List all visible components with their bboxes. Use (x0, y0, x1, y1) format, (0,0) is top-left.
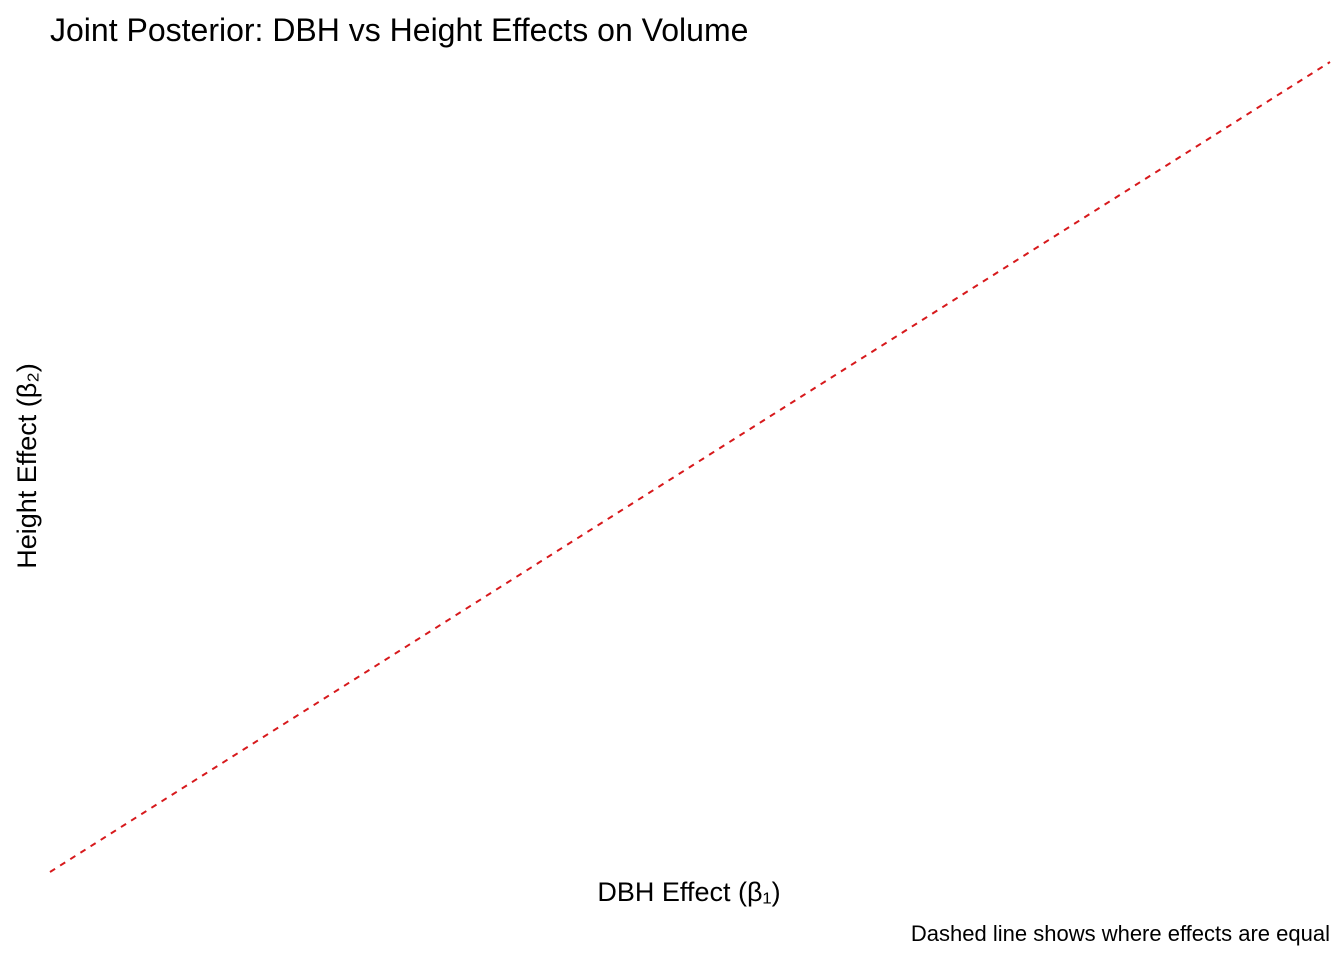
equal-effects-reference-line (49, 61, 1331, 873)
x-axis-label: DBH Effect (β₁) (597, 877, 781, 907)
y-axis-label: Height Effect (β₂) (12, 363, 42, 569)
series-layer (49, 61, 1331, 873)
chart-title: Joint Posterior: DBH vs Height Effects o… (50, 12, 749, 48)
chart-caption: Dashed line shows where effects are equa… (910, 921, 1330, 946)
